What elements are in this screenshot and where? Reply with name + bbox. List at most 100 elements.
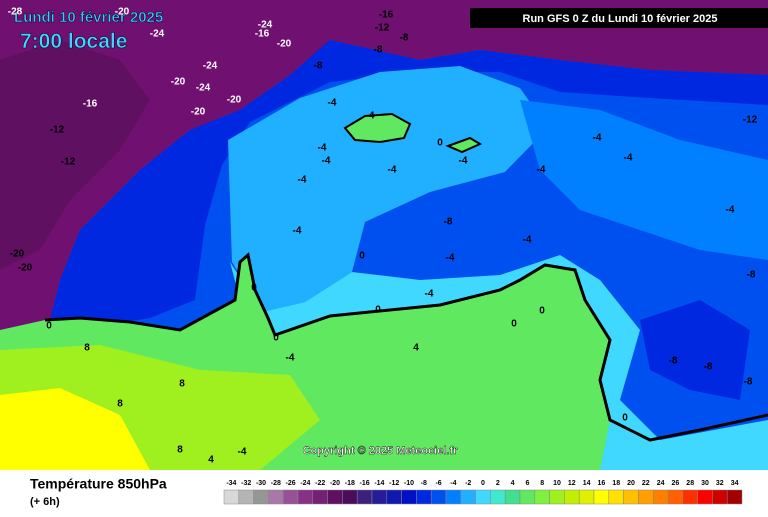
contour-label: -20 bbox=[10, 249, 25, 260]
scale-swatch bbox=[297, 489, 314, 505]
contour-label: -20 bbox=[227, 95, 242, 106]
contour-label: -20 bbox=[191, 107, 206, 118]
scale-swatch bbox=[652, 489, 669, 505]
contour-label: -4 bbox=[537, 165, 546, 176]
contour-label: -24 bbox=[150, 29, 165, 40]
contour-label: 0 bbox=[375, 305, 381, 316]
contour-label: 8 bbox=[84, 343, 90, 354]
scale-swatch bbox=[564, 489, 580, 505]
contour-label: 0 bbox=[511, 319, 517, 330]
scale-swatch bbox=[697, 489, 713, 505]
scale-swatch bbox=[682, 489, 698, 505]
scale-swatch bbox=[638, 489, 654, 505]
contour-label: -4 bbox=[425, 289, 434, 300]
scale-label: 30 bbox=[701, 480, 709, 487]
scale-swatch bbox=[268, 489, 284, 505]
contour-label: -8 bbox=[704, 362, 713, 373]
contour-label: -4 bbox=[366, 111, 375, 122]
contour-label: -4 bbox=[328, 98, 337, 109]
contour-label: 0 bbox=[539, 306, 545, 317]
scale-swatch bbox=[356, 489, 373, 505]
scale-swatch bbox=[253, 489, 269, 505]
scale-label: -28 bbox=[271, 480, 281, 487]
scale-label: 20 bbox=[627, 480, 635, 487]
scale-swatch bbox=[712, 489, 728, 505]
contour-label: -4 bbox=[459, 156, 468, 167]
scale-swatch bbox=[667, 489, 684, 505]
contour-label: -8 bbox=[747, 270, 756, 281]
scale-label: 12 bbox=[568, 480, 576, 487]
contour-label: -16 bbox=[379, 10, 394, 21]
scale-swatch bbox=[460, 489, 476, 505]
scale-swatch bbox=[386, 489, 402, 505]
time-label: 7:00 locale bbox=[20, 30, 127, 53]
contour-label: 8 bbox=[177, 445, 183, 456]
scale-label: 4 bbox=[511, 480, 515, 487]
contour-label: -4 bbox=[593, 133, 602, 144]
scale-swatch bbox=[445, 489, 462, 505]
contour-label: -20 bbox=[115, 7, 130, 18]
contour-label: -4 bbox=[446, 253, 455, 264]
contour-label: -4 bbox=[238, 447, 247, 458]
scale-label: -16 bbox=[360, 480, 370, 487]
contour-label: -24 bbox=[196, 83, 211, 94]
scale-label: -6 bbox=[435, 480, 441, 487]
contour-label: -4 bbox=[298, 175, 307, 186]
scale-swatch bbox=[608, 489, 624, 505]
purple-region bbox=[0, 0, 768, 350]
copyright: Copyright © 2025 Meteociel.fr bbox=[303, 445, 459, 457]
scale-label: 14 bbox=[583, 480, 591, 487]
scale-swatch bbox=[342, 489, 358, 505]
contour-label: -8 bbox=[444, 217, 453, 228]
island bbox=[445, 136, 483, 154]
contour-label: -20 bbox=[277, 39, 292, 50]
scale-label: -10 bbox=[404, 480, 414, 487]
scale-label: -30 bbox=[256, 480, 266, 487]
scale-swatch bbox=[371, 489, 388, 505]
scale-label: -34 bbox=[226, 480, 236, 487]
scale-label: 18 bbox=[612, 480, 620, 487]
scale-swatch bbox=[534, 489, 550, 505]
scale-label: 16 bbox=[598, 480, 606, 487]
scale-swatch bbox=[490, 489, 506, 505]
scale-label: 6 bbox=[525, 480, 529, 487]
scale-swatch bbox=[578, 489, 595, 505]
scale-swatch bbox=[475, 489, 491, 505]
scale-label: 2 bbox=[496, 480, 500, 487]
contour-label: 4 bbox=[208, 455, 214, 466]
contour-label: 0 bbox=[46, 321, 52, 332]
scale-label: -26 bbox=[286, 480, 296, 487]
contour-label: 0 bbox=[273, 333, 279, 344]
scale-label: -24 bbox=[300, 480, 310, 487]
scale-swatch bbox=[312, 489, 328, 505]
scale-label: -18 bbox=[345, 480, 355, 487]
scale-swatch bbox=[519, 489, 536, 505]
scale-label: -2 bbox=[465, 480, 471, 487]
contour-label: -12 bbox=[50, 125, 65, 136]
contour-label: -28 bbox=[8, 7, 23, 18]
date-label: Lundi 10 février 2025 bbox=[14, 9, 163, 26]
light-blue-region bbox=[228, 66, 548, 312]
scale-label: 8 bbox=[540, 480, 544, 487]
blue-northeast bbox=[520, 100, 768, 260]
contour-label: -8 bbox=[374, 45, 383, 56]
iceland bbox=[343, 112, 412, 144]
color-scale: -34 -32 -30 -28 -26 -24 -22 -20 -18 -16 -14 -12 -10-… bbox=[223, 480, 743, 505]
scale-label: -4 bbox=[450, 480, 456, 487]
contour-label: -4 bbox=[322, 156, 331, 167]
scale-label: 24 bbox=[657, 480, 665, 487]
scale-swatch bbox=[401, 489, 417, 505]
contour-label: -16 bbox=[255, 29, 270, 40]
contour-label: -4 bbox=[286, 353, 295, 364]
contour-label: -12 bbox=[375, 23, 390, 34]
legend-subtitle: (+ 6h) bbox=[30, 496, 60, 508]
scale-label: 10 bbox=[553, 480, 561, 487]
run-banner bbox=[470, 8, 768, 28]
scale-label: 32 bbox=[716, 480, 724, 487]
scale-label: 0 bbox=[481, 480, 485, 487]
contour-label: -4 bbox=[388, 165, 397, 176]
contour-label: 0 bbox=[622, 413, 628, 424]
yellow-region bbox=[0, 388, 150, 470]
scale-swatch bbox=[416, 489, 432, 505]
